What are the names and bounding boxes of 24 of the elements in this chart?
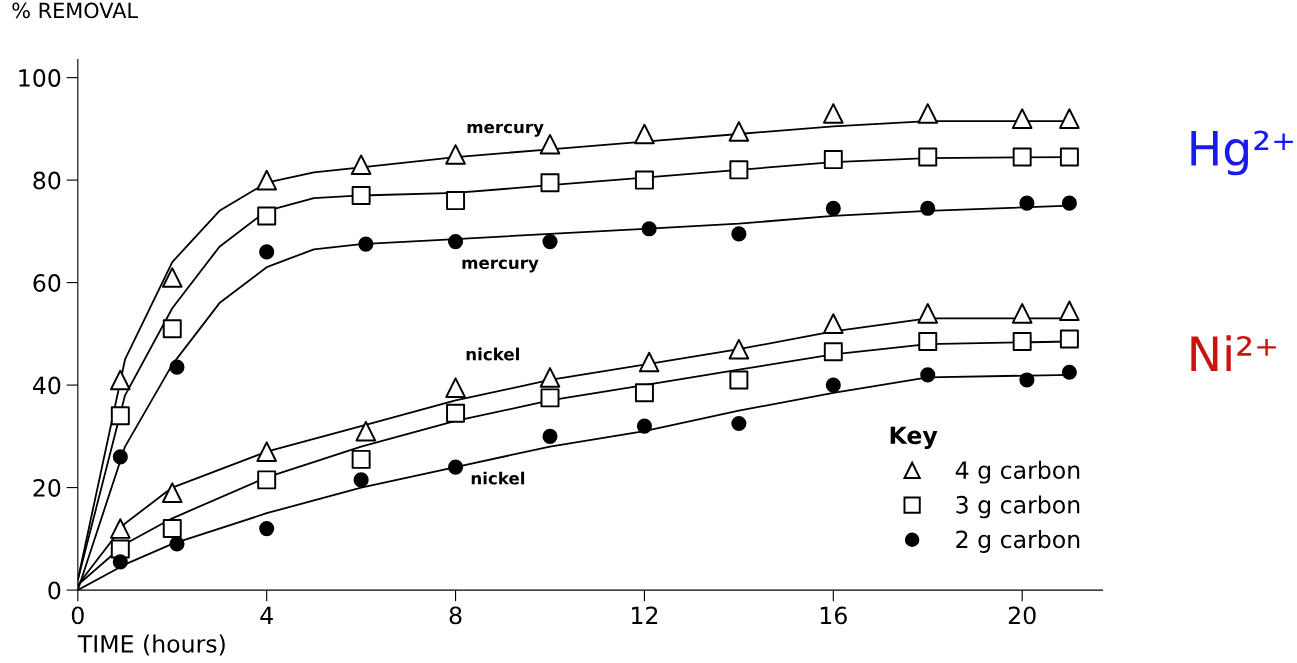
y-tick-label: 60 [33, 274, 61, 292]
annotation: nickel [471, 471, 525, 485]
y-tick-label: 40 [32, 376, 61, 395]
legend-title: Key [890, 426, 938, 449]
text: Hg²⁺ [1191, 130, 1293, 176]
text: Ni²⁺ [1191, 335, 1276, 372]
y-tick-label: 80 [33, 171, 61, 190]
annotation: mercury [462, 259, 539, 273]
y-tick-label: 0 [48, 581, 61, 600]
x-axis-title: TIME (hours) [77, 634, 225, 656]
x-tick-label: 0 [71, 606, 84, 625]
legend-label: 3 g carbon [956, 495, 1080, 519]
x-tick-label: 8 [449, 606, 462, 625]
y-axis-title: % REMOVAL [12, 2, 138, 19]
annotation: mercury [467, 123, 544, 137]
legend-label: 4 g carbon [955, 460, 1080, 484]
y-tick-label: 100 [19, 69, 61, 87]
y-tick-label: 20 [33, 479, 61, 497]
legend-label: 2 g carbon [956, 530, 1080, 553]
x-tick-label: 16 [820, 606, 847, 625]
x-tick-label: 20 [1008, 606, 1036, 625]
x-tick-label: 4 [260, 606, 273, 624]
x-tick-label: 12 [632, 606, 658, 624]
annotation: nickel [466, 347, 519, 361]
